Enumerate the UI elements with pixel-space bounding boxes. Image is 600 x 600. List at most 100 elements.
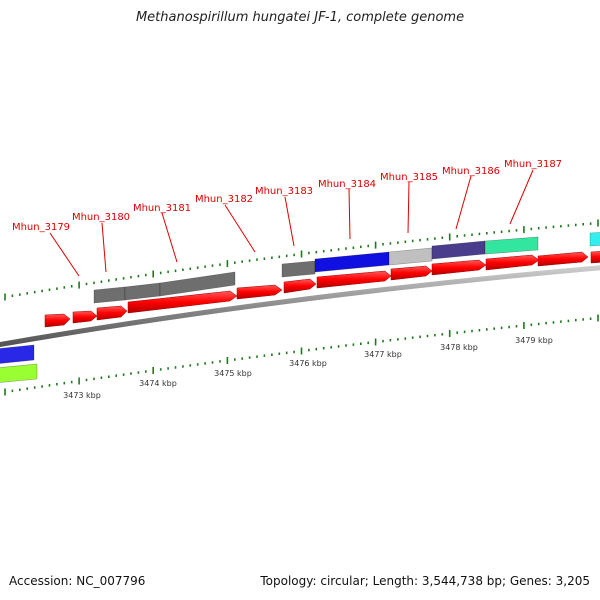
minor-tick bbox=[508, 325, 510, 329]
minor-tick bbox=[189, 364, 192, 367]
gene-arrow[interactable] bbox=[390, 265, 433, 281]
ruler-label: 3473 kbp bbox=[63, 391, 101, 400]
minor-tick bbox=[345, 247, 347, 250]
gene-arrow[interactable] bbox=[431, 259, 487, 276]
cog-feature-bar[interactable] bbox=[93, 286, 126, 304]
minor-tick bbox=[167, 367, 169, 370]
minor-tick bbox=[256, 258, 258, 261]
minor-tick bbox=[426, 334, 429, 338]
ruler-label: 3477 kbp bbox=[364, 350, 402, 359]
minor-tick bbox=[108, 279, 110, 282]
minor-tick bbox=[182, 268, 184, 271]
gene-arrow[interactable] bbox=[96, 305, 128, 321]
minor-tick bbox=[360, 245, 362, 249]
minor-tick bbox=[545, 226, 547, 229]
gene-label[interactable]: Mhun_3185 bbox=[380, 172, 438, 183]
gene-arrow[interactable] bbox=[283, 278, 317, 294]
minor-tick bbox=[19, 293, 21, 296]
cog-feature-bar[interactable] bbox=[159, 271, 236, 297]
minor-tick bbox=[308, 251, 310, 255]
gene-label[interactable]: Mhun_3179 bbox=[12, 222, 70, 233]
edge-feature-bar[interactable] bbox=[0, 344, 35, 364]
ruler-labels: 3473 kbp 3474 kbp 3475 kbp 3476 kbp 3477… bbox=[63, 336, 553, 400]
minor-tick bbox=[41, 289, 43, 293]
minor-tick bbox=[537, 322, 540, 326]
major-tick bbox=[448, 233, 451, 241]
minor-tick bbox=[241, 260, 243, 263]
gene-arrow[interactable] bbox=[44, 313, 71, 328]
minor-tick bbox=[382, 243, 384, 246]
edge-feature-bar[interactable] bbox=[0, 363, 38, 383]
major-tick bbox=[4, 293, 6, 301]
gene-arrow[interactable] bbox=[316, 270, 392, 289]
minor-tick bbox=[41, 385, 43, 388]
minor-tick bbox=[552, 225, 555, 229]
gene-label[interactable]: Mhun_3187 bbox=[504, 159, 562, 170]
cog-feature-bar[interactable] bbox=[484, 236, 539, 255]
major-tick bbox=[300, 347, 303, 355]
gene-label[interactable]: Mhun_3180 bbox=[72, 212, 130, 223]
minor-tick bbox=[456, 235, 458, 238]
ruler-label: 3479 kbp bbox=[515, 336, 553, 345]
minor-tick bbox=[441, 333, 444, 336]
major-tick bbox=[448, 330, 451, 337]
cog-feature-bar[interactable] bbox=[388, 247, 433, 266]
minor-tick bbox=[367, 341, 369, 345]
minor-tick bbox=[130, 276, 132, 279]
minor-tick bbox=[33, 290, 36, 294]
minor-tick bbox=[352, 343, 355, 346]
minor-tick bbox=[271, 256, 273, 259]
minor-tick bbox=[122, 373, 125, 376]
gene-label[interactable]: Mhun_3183 bbox=[255, 186, 313, 197]
edge-feature-bar[interactable] bbox=[589, 232, 600, 247]
minor-tick bbox=[589, 317, 592, 320]
minor-tick bbox=[500, 230, 503, 233]
connector-line bbox=[161, 212, 178, 263]
minor-tick bbox=[196, 266, 199, 269]
gene-arrow[interactable] bbox=[236, 284, 283, 300]
minor-tick bbox=[411, 336, 414, 339]
minor-tick bbox=[560, 225, 562, 228]
minor-tick bbox=[248, 259, 251, 262]
gene-arrow[interactable] bbox=[127, 290, 238, 314]
cog-feature-bar[interactable] bbox=[431, 240, 486, 260]
minor-tick bbox=[100, 280, 103, 283]
minor-tick bbox=[219, 263, 221, 266]
minor-tick bbox=[145, 370, 147, 373]
connector-line bbox=[224, 204, 256, 253]
gene-arrow[interactable] bbox=[537, 251, 589, 267]
gene-arrow[interactable] bbox=[590, 251, 600, 264]
cog-feature-bar[interactable] bbox=[124, 282, 161, 301]
gene-arrow[interactable] bbox=[485, 254, 540, 271]
gene-label[interactable]: Mhun_3182 bbox=[195, 194, 253, 205]
cog-feature-bar[interactable] bbox=[281, 260, 316, 278]
minor-tick bbox=[515, 325, 518, 328]
major-tick bbox=[78, 281, 80, 289]
minor-tick bbox=[397, 241, 399, 244]
minor-tick bbox=[56, 287, 58, 290]
minor-tick bbox=[434, 237, 436, 240]
minor-tick bbox=[456, 331, 458, 334]
minor-tick bbox=[115, 278, 117, 281]
minor-tick bbox=[552, 321, 555, 324]
minor-tick bbox=[345, 344, 347, 347]
minor-tick bbox=[63, 286, 66, 289]
minor-tick bbox=[530, 227, 533, 231]
minor-tick bbox=[189, 267, 192, 270]
gene-label[interactable]: Mhun_3186 bbox=[442, 166, 500, 177]
minor-tick bbox=[515, 229, 518, 232]
minor-tick bbox=[419, 335, 421, 339]
minor-tick bbox=[85, 282, 88, 286]
minor-tick bbox=[404, 240, 407, 243]
gene-label[interactable]: Mhun_3181 bbox=[133, 203, 191, 214]
minor-tick bbox=[70, 380, 73, 384]
minor-tick bbox=[337, 345, 340, 348]
minor-tick bbox=[426, 238, 429, 241]
minor-tick bbox=[130, 372, 132, 375]
connector-line bbox=[509, 169, 534, 225]
gene-arrow[interactable] bbox=[72, 310, 98, 324]
minor-tick bbox=[582, 223, 584, 226]
cog-feature-bar[interactable] bbox=[314, 251, 390, 273]
gene-label[interactable]: Mhun_3184 bbox=[318, 179, 376, 190]
